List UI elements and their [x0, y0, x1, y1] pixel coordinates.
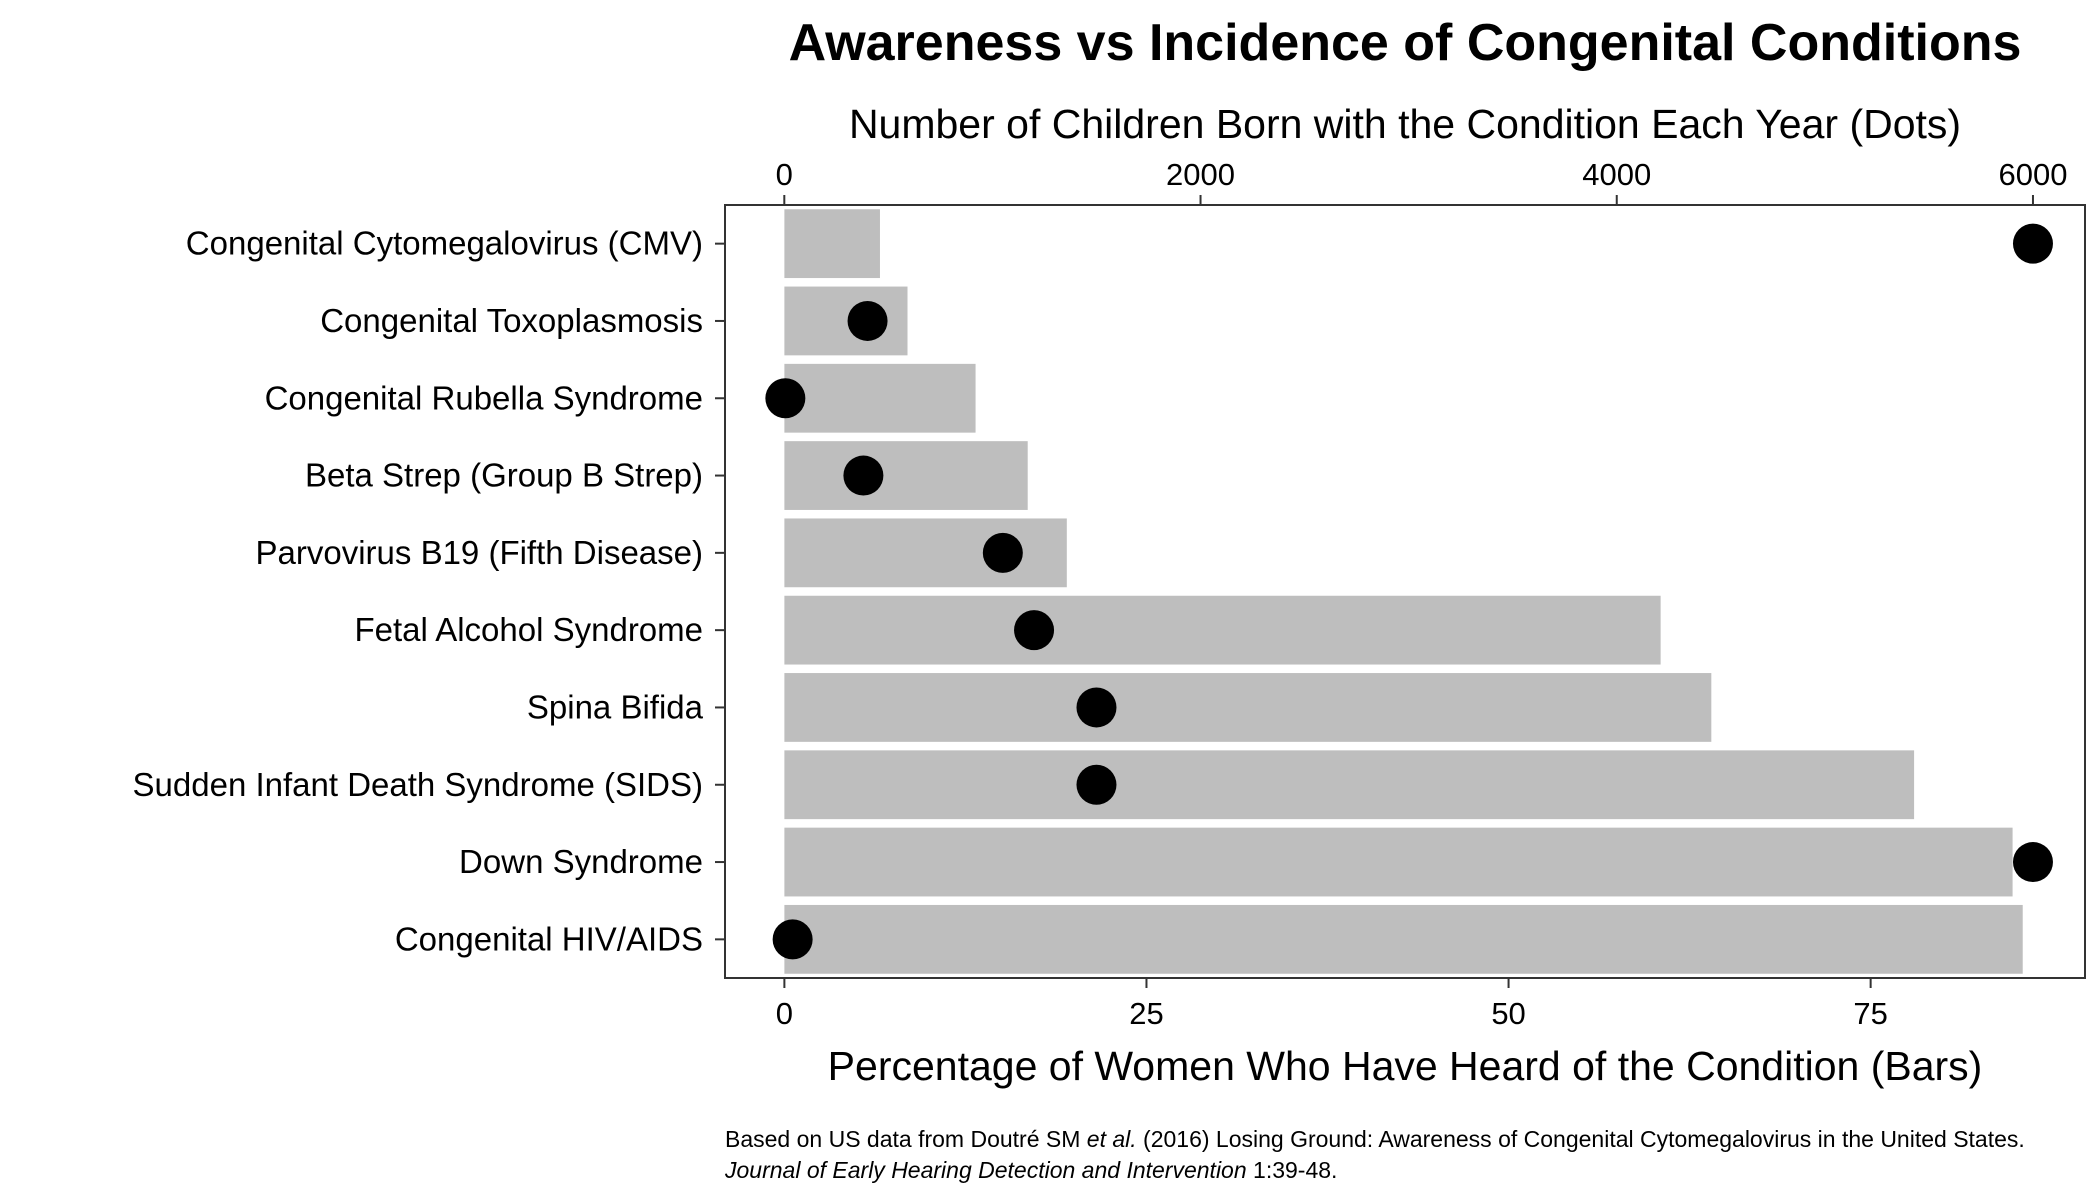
bar — [784, 209, 880, 279]
bottom-tick-label: 75 — [1853, 996, 1887, 1031]
dot — [772, 919, 813, 960]
plot-frame — [724, 204, 2086, 979]
top-tick-label: 6000 — [1998, 157, 2067, 192]
bar — [784, 518, 1067, 588]
caption-part5: 1:39-48. — [1246, 1157, 1338, 1183]
axes-layer: Congenital Cytomegalovirus (CMV) Congenit… — [133, 157, 2068, 1031]
dot — [1014, 610, 1055, 651]
dot — [847, 300, 888, 341]
bar — [784, 750, 1915, 820]
category-label: Congenital Rubella Syndrome — [265, 379, 703, 416]
dot — [843, 455, 884, 496]
top-tick-label: 4000 — [1582, 157, 1651, 192]
bar — [784, 363, 976, 433]
dot — [1076, 687, 1117, 728]
category-label: Sudden Infant Death Syndrome (SIDS) — [133, 766, 703, 803]
bar — [784, 827, 2013, 897]
bar — [784, 673, 1712, 742]
bottom-axis-title: Percentage of Women Who Have Heard of th… — [828, 1043, 1983, 1089]
bar — [784, 286, 908, 356]
bottom-tick-label: 0 — [776, 996, 793, 1031]
category-label: Parvovirus B19 (Fifth Disease) — [256, 534, 703, 571]
category-label: Fetal Alcohol Syndrome — [354, 611, 703, 648]
dot — [2012, 223, 2053, 264]
chart-title: Awareness vs Incidence of Congenital Con… — [789, 14, 2022, 72]
caption-part2: et al. — [1086, 1126, 1137, 1152]
bars-layer — [784, 209, 2023, 974]
dot — [2012, 842, 2053, 883]
dot — [765, 378, 806, 419]
top-tick-label: 0 — [776, 157, 793, 192]
dot — [1076, 764, 1117, 805]
bottom-tick-label: 25 — [1129, 996, 1163, 1031]
bottom-tick-label: 50 — [1491, 996, 1525, 1031]
caption-part4: Journal of Early Hearing Detection and I… — [725, 1157, 1247, 1183]
category-label: Congenital Cytomegalovirus (CMV) — [186, 225, 703, 262]
dot — [982, 532, 1023, 573]
bar — [784, 595, 1661, 665]
category-label: Congenital Toxoplasmosis — [320, 302, 703, 339]
top-tick-label: 2000 — [1166, 157, 1235, 192]
category-label: Congenital HIV/AIDS — [395, 920, 703, 957]
bar — [784, 904, 2023, 974]
category-label: Spina Bifida — [527, 688, 704, 725]
dots-layer — [765, 223, 2053, 960]
category-label: Beta Strep (Group B Strep) — [305, 457, 703, 494]
caption-part3: (2016) Losing Ground: Awareness of Conge… — [1136, 1126, 2025, 1152]
source-caption: Based on US data from Doutré SM et al. (… — [725, 1124, 2075, 1186]
top-axis-title: Number of Children Born with the Conditi… — [849, 101, 1961, 147]
caption-part1: Based on US data from Doutré SM — [725, 1126, 1087, 1152]
bar — [784, 441, 1028, 510]
category-label: Down Syndrome — [459, 843, 703, 880]
